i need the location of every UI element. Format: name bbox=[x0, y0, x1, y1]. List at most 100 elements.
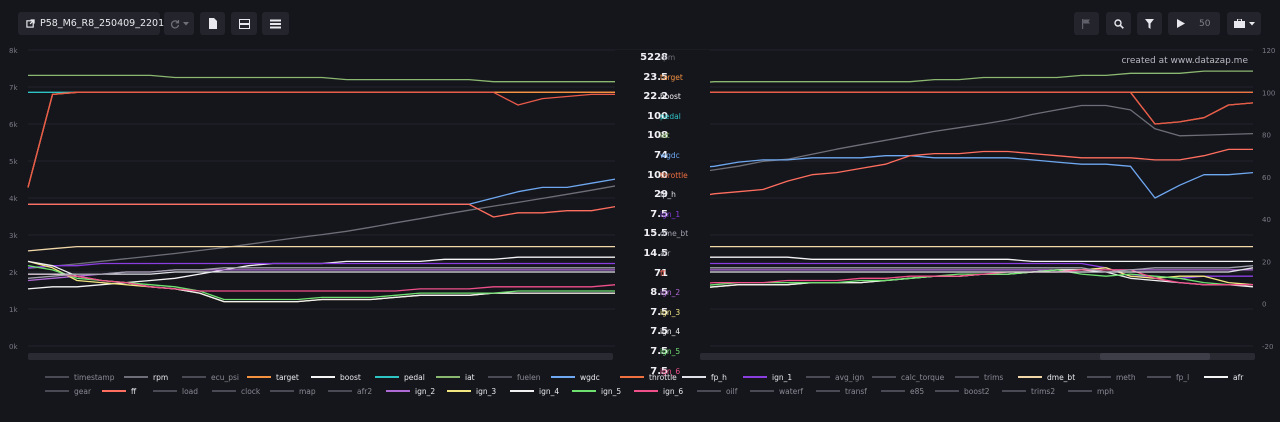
document-icon-button[interactable] bbox=[200, 12, 225, 35]
y-axis-tick-right: -20 bbox=[1262, 343, 1273, 351]
readout-label: target bbox=[660, 72, 683, 82]
chart-area[interactable]: 0k 1k 2k 3k 4k 5k 6k 7k 8k -20 0 20 40 60 80 100 120 crea… bbox=[0, 46, 1280, 380]
legend-item-afr2[interactable]: afr2 bbox=[328, 385, 372, 397]
legend-item-fp_l[interactable]: fp_l bbox=[1147, 371, 1189, 383]
legend-swatch bbox=[1147, 376, 1171, 378]
legend-item-dme_bt[interactable]: dme_bt bbox=[1018, 371, 1075, 383]
legend-item-trims[interactable]: trims bbox=[955, 371, 1003, 383]
legend-item-fuelen[interactable]: fuelen bbox=[488, 371, 540, 383]
legend-item-boost2[interactable]: boost2 bbox=[935, 385, 990, 397]
file-name-button[interactable]: P58_M6_R8_250409_2201.csv bbox=[18, 12, 183, 35]
readout-label: ign_6 bbox=[660, 366, 681, 376]
legend-item-wgdc[interactable]: wgdc bbox=[551, 371, 600, 383]
legend-swatch bbox=[45, 390, 69, 392]
layout-list-button[interactable] bbox=[262, 12, 289, 35]
y-axis-tick-right: 0 bbox=[1262, 301, 1266, 309]
legend-item-meth[interactable]: meth bbox=[1087, 371, 1136, 383]
legend-item-ign_6[interactable]: ign_6 bbox=[634, 385, 683, 397]
y-axis-tick-right: 40 bbox=[1262, 216, 1271, 224]
legend-item-avg_ign[interactable]: avg_ign bbox=[806, 371, 864, 383]
legend-item-afr[interactable]: afr bbox=[1204, 371, 1243, 383]
readout-row-iat: 108 iat bbox=[615, 130, 710, 146]
zoom-button[interactable] bbox=[1106, 12, 1131, 35]
readout-value: 7.5 bbox=[650, 306, 668, 318]
tools-dropdown-button[interactable] bbox=[1227, 12, 1261, 35]
readout-row-afr: 14.5 afr bbox=[615, 248, 710, 264]
readout-row-ign_5: 7.5 ign_5 bbox=[615, 346, 710, 362]
play-button[interactable]: 50 bbox=[1168, 12, 1220, 35]
legend-swatch bbox=[955, 376, 979, 378]
readout-value: 7.5 bbox=[650, 208, 668, 220]
legend-label: fuelen bbox=[517, 372, 541, 382]
legend-item-ecu_psi[interactable]: ecu_psi bbox=[182, 371, 239, 383]
readout-value: 15.5 bbox=[643, 228, 668, 240]
legend-item-pedal[interactable]: pedal bbox=[375, 371, 425, 383]
readout-value: 5228 bbox=[640, 52, 668, 63]
readout-value: 8.5 bbox=[650, 287, 668, 299]
legend-swatch bbox=[1002, 390, 1026, 392]
filter-button[interactable] bbox=[1137, 12, 1162, 35]
legend-item-ign_1[interactable]: ign_1 bbox=[743, 371, 792, 383]
readout-label: ign_4 bbox=[660, 327, 681, 337]
legend-item-trims2[interactable]: trims2 bbox=[1002, 385, 1055, 397]
legend-item-clock[interactable]: clock bbox=[212, 385, 260, 397]
legend-item-iat[interactable]: iat bbox=[436, 371, 475, 383]
legend-item-throttle[interactable]: throttle bbox=[620, 371, 677, 383]
readout-value: 7.5 bbox=[650, 326, 668, 338]
legend-label: e85 bbox=[910, 386, 925, 396]
legend-label: trims bbox=[984, 372, 1004, 382]
layout-single-button[interactable] bbox=[231, 12, 257, 35]
legend-item-ign_5[interactable]: ign_5 bbox=[572, 385, 621, 397]
legend-item-rpm[interactable]: rpm bbox=[124, 371, 168, 383]
refresh-dropdown-button[interactable] bbox=[164, 12, 194, 35]
legend-item-gear[interactable]: gear bbox=[45, 385, 91, 397]
scrollbar-thumb[interactable] bbox=[1100, 353, 1210, 360]
readout-label: throttle bbox=[660, 170, 688, 180]
legend-swatch bbox=[311, 376, 335, 378]
legend-label: avg_ign bbox=[835, 372, 865, 382]
legend-item-boost[interactable]: boost bbox=[311, 371, 361, 383]
legend-swatch bbox=[102, 390, 126, 392]
legend-label: waterf bbox=[779, 386, 804, 396]
play-icon bbox=[1177, 19, 1185, 28]
legend-swatch bbox=[572, 390, 596, 392]
readout-label: ign_5 bbox=[660, 347, 681, 356]
readout-value: 29 bbox=[654, 189, 668, 201]
readout-label: ff bbox=[660, 268, 666, 278]
legend-item-mph[interactable]: mph bbox=[1068, 385, 1114, 397]
legend-swatch bbox=[620, 376, 644, 378]
legend-item-timestamp[interactable]: timestamp bbox=[45, 371, 114, 383]
y-axis-tick-right: 120 bbox=[1262, 47, 1275, 55]
legend-item-ign_3[interactable]: ign_3 bbox=[447, 385, 496, 397]
legend-swatch bbox=[153, 390, 177, 392]
legend-label: boost2 bbox=[964, 386, 990, 396]
readout-row-ign_3: 7.5 ign_3 bbox=[615, 307, 710, 323]
legend-label: mph bbox=[1097, 386, 1114, 396]
legend-item-target[interactable]: target bbox=[247, 371, 299, 383]
readout-row-ff: 71 ff bbox=[615, 268, 710, 284]
legend-label: ign_1 bbox=[772, 372, 793, 382]
y-axis-tick-left: 1k bbox=[9, 306, 18, 314]
legend-item-map[interactable]: map bbox=[270, 385, 316, 397]
legend-item-load[interactable]: load bbox=[153, 385, 198, 397]
legend-item-oilf[interactable]: oilf bbox=[697, 385, 737, 397]
legend-item-fp_h[interactable]: fp_h bbox=[682, 371, 727, 383]
series-legend: timestamp rpm ecu_psi target boost pedal iat fu… bbox=[0, 368, 1280, 422]
legend-item-ign_4[interactable]: ign_4 bbox=[510, 385, 559, 397]
legend-item-ff[interactable]: ff bbox=[102, 385, 136, 397]
legend-item-e85[interactable]: e85 bbox=[881, 385, 924, 397]
legend-item-calc_torque[interactable]: calc_torque bbox=[872, 371, 944, 383]
legend-label: oilf bbox=[726, 386, 738, 396]
horizontal-scrollbar-left[interactable] bbox=[28, 353, 613, 360]
legend-item-ign_2[interactable]: ign_2 bbox=[386, 385, 435, 397]
legend-swatch bbox=[436, 376, 460, 378]
flag-icon bbox=[1082, 18, 1091, 29]
legend-item-waterf[interactable]: waterf bbox=[750, 385, 803, 397]
legend-label: trims2 bbox=[1031, 386, 1056, 396]
horizontal-scrollbar[interactable] bbox=[700, 353, 1255, 360]
legend-swatch bbox=[1087, 376, 1111, 378]
legend-item-transf[interactable]: transf bbox=[816, 385, 867, 397]
readout-label: dme_bt bbox=[660, 229, 689, 239]
readout-value: 22.2 bbox=[643, 91, 668, 103]
flag-button[interactable] bbox=[1074, 12, 1099, 35]
